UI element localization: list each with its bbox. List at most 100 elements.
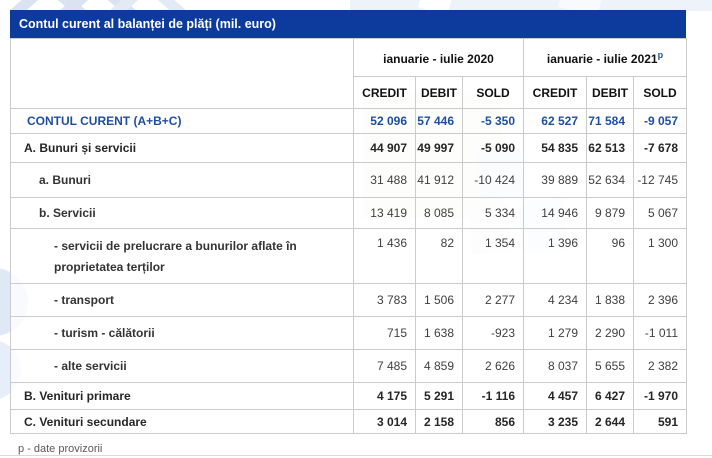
column-header-credit: CREDIT	[523, 76, 587, 109]
watermark-chevron	[110, 0, 186, 19]
cell-value: -923	[462, 316, 524, 350]
balance-table-panel: Contul curent al balanței de plăți (mil.…	[10, 10, 688, 455]
row-label: - alte servicii	[10, 349, 354, 383]
cell-value: 2 158	[415, 409, 463, 434]
row-label: - turism - călătorii	[10, 316, 354, 350]
watermark-band	[350, 0, 712, 11]
column-header-debit: DEBIT	[415, 76, 463, 109]
row-label: a. Bunuri	[10, 162, 354, 198]
cell-value: -1 970	[632, 382, 688, 410]
cell-value: 62 527	[523, 108, 587, 134]
table-row-contul-curent: CONTUL CURENT (A+B+C) 52 096 57 446 -5 3…	[10, 108, 688, 134]
table-row-alte-servicii: - alte servicii 7 485 4 859 2 626 8 037 …	[10, 349, 688, 383]
table-row-servicii: b. Servicii 13 419 8 085 5 334 14 946 9 …	[10, 197, 688, 229]
cell-value: -7 678	[632, 133, 688, 163]
cell-value: -12 745	[632, 162, 688, 198]
cell-value: 39 889	[523, 162, 587, 198]
row-label: - transport	[10, 283, 354, 317]
cell-value: 5 655	[586, 349, 634, 383]
period-label: ianuarie - iulie 2020	[383, 51, 494, 66]
cell-value: 591	[632, 409, 688, 434]
cell-value: 44 907	[353, 133, 416, 163]
period-header-row: ianuarie - iulie 2020 ianuarie - iulie 2…	[10, 38, 688, 109]
cell-value: 4 234	[523, 283, 587, 317]
cell-value: 2 277	[462, 283, 524, 317]
cell-value: 2 644	[586, 409, 634, 434]
row-label: C. Venituri secundare	[10, 409, 354, 434]
table-row-turism: - turism - călătorii 715 1 638 -923 1 27…	[10, 316, 688, 350]
table-row-venituri-primare: B. Venituri primare 4 175 5 291 -1 116 4…	[10, 382, 688, 410]
cell-value: 31 488	[353, 162, 416, 198]
cell-value: 82	[415, 228, 463, 284]
watermark-shape	[417, 0, 453, 17]
column-header-row: CREDIT DEBIT SOLD CREDIT DEBIT SOLD	[11, 76, 688, 109]
current-account-table: ianuarie - iulie 2020 ianuarie - iulie 2…	[10, 38, 688, 434]
cell-value: 1 838	[586, 283, 634, 317]
column-header-debit: DEBIT	[586, 76, 634, 109]
column-header-sold: SOLD	[462, 76, 524, 109]
row-label: b. Servicii	[10, 197, 354, 229]
watermark-shape	[558, 0, 602, 17]
cell-value: 2 396	[632, 283, 688, 317]
row-label: B. Venituri primare	[10, 382, 354, 410]
table-title-bar: Contul curent al balanței de plăți (mil.…	[10, 10, 686, 38]
cell-value: 5 334	[462, 197, 524, 229]
cell-value: 1 638	[415, 316, 463, 350]
table-row-transport: - transport 3 783 1 506 2 277 4 234 1 83…	[10, 283, 688, 317]
cell-value: 1 506	[415, 283, 463, 317]
table-row-bunuri: a. Bunuri 31 488 41 912 -10 424 39 889 5…	[10, 162, 688, 198]
table-row-servicii-prelucrare: - servicii de prelucrare a bunurilor afl…	[10, 228, 688, 284]
cell-value: 41 912	[415, 162, 463, 198]
bottom-divider	[0, 455, 712, 456]
cell-value: 8 037	[523, 349, 587, 383]
cell-value: -1 116	[462, 382, 524, 410]
cell-value: 57 446	[415, 108, 463, 134]
cell-value: 71 584	[586, 108, 634, 134]
cell-value: 1 436	[353, 228, 416, 284]
cell-value: 5 067	[632, 197, 688, 229]
cell-value: 3 014	[353, 409, 416, 434]
cell-value: 1 300	[632, 228, 688, 284]
cell-value: 1 279	[523, 316, 587, 350]
cell-value: 1 354	[462, 228, 524, 284]
cell-value: 856	[462, 409, 524, 434]
row-label: CONTUL CURENT (A+B+C)	[10, 108, 354, 134]
cell-value: 2 382	[632, 349, 688, 383]
table-row-bunuri-si-servicii: A. Bunuri și servicii 44 907 49 997 -5 0…	[10, 133, 688, 163]
row-label: - servicii de prelucrare a bunurilor afl…	[10, 228, 354, 284]
cell-value: 2 290	[586, 316, 634, 350]
cell-value: 7 485	[353, 349, 416, 383]
cell-value: 2 626	[462, 349, 524, 383]
cell-value: 4 175	[353, 382, 416, 410]
cell-value: -1 011	[632, 316, 688, 350]
cell-value: 4 457	[523, 382, 587, 410]
footnote: p - date provizorii	[18, 443, 103, 455]
cell-value: 3 235	[523, 409, 587, 434]
cell-value: 6 427	[586, 382, 634, 410]
cell-value: -10 424	[462, 162, 524, 198]
row-label: A. Bunuri și servicii	[10, 133, 354, 163]
table-row-venituri-secundare: C. Venituri secundare 3 014 2 158 856 3 …	[10, 409, 688, 434]
period-header-2021: ianuarie - iulie 2021p	[522, 38, 688, 77]
cell-value: 54 835	[523, 133, 587, 163]
cell-value: 14 946	[523, 197, 587, 229]
period-label: ianuarie - iulie 2021	[546, 51, 658, 66]
page-title: Contul curent al balanței de plăți (mil.…	[19, 17, 276, 31]
column-header-credit: CREDIT	[353, 76, 416, 109]
empty-corner-cell	[10, 38, 354, 109]
cell-value: 715	[353, 316, 416, 350]
cell-value: 8 085	[415, 197, 463, 229]
cell-value: 13 419	[353, 197, 416, 229]
cell-value: -9 057	[632, 108, 688, 134]
cell-value: -5 350	[462, 108, 524, 134]
cell-value: 49 997	[415, 133, 463, 163]
cell-value: 5 291	[415, 382, 463, 410]
cell-value: 62 513	[586, 133, 634, 163]
cell-value: 52 096	[353, 108, 416, 134]
column-header-sold: SOLD	[632, 76, 688, 109]
period-header-2020: ianuarie - iulie 2020	[353, 38, 524, 77]
cell-value: 4 859	[415, 349, 463, 383]
cell-value: 1 396	[523, 228, 587, 284]
cell-value: 9 879	[586, 197, 634, 229]
cell-value: 96	[586, 228, 634, 284]
